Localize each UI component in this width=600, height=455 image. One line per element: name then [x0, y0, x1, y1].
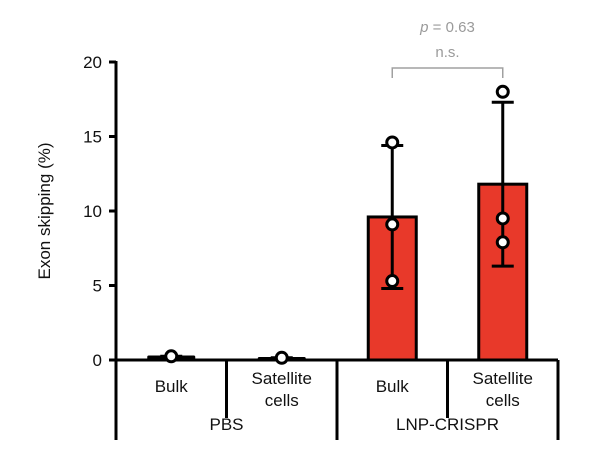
data-point	[495, 235, 510, 250]
y-tick-label: 20	[83, 53, 102, 72]
p-value-label: p = 0.63	[419, 19, 475, 36]
category-label: Satellite	[252, 369, 312, 388]
data-point	[274, 350, 289, 365]
y-tick-label: 10	[83, 202, 102, 221]
data-point	[385, 217, 400, 232]
data-point	[495, 84, 510, 99]
data-point	[164, 349, 179, 364]
y-tick-label: 5	[93, 277, 102, 296]
significance-annotation: p = 0.63 n.s.	[391, 19, 504, 78]
data-point	[495, 211, 510, 226]
category-label: Bulk	[155, 377, 189, 396]
category-label: Satellite	[473, 369, 533, 388]
data-point	[385, 135, 400, 150]
category-labels: Bulk Satellite cells PBS Bulk Satellite cells L…	[155, 369, 533, 434]
category-label: Bulk	[376, 377, 410, 396]
category-label: cells	[486, 391, 520, 410]
significance-label: n.s.	[435, 44, 459, 61]
bars-layer	[147, 84, 529, 365]
y-axis-title: Exon skipping (%)	[35, 142, 54, 279]
data-point	[385, 274, 400, 289]
y-tick-label: 0	[93, 351, 102, 370]
category-label: cells	[265, 391, 299, 410]
y-tick-label: 15	[83, 128, 102, 147]
group-label: PBS	[209, 415, 243, 434]
group-label: LNP-CRISPR	[396, 415, 499, 434]
significance-bracket	[391, 67, 504, 78]
